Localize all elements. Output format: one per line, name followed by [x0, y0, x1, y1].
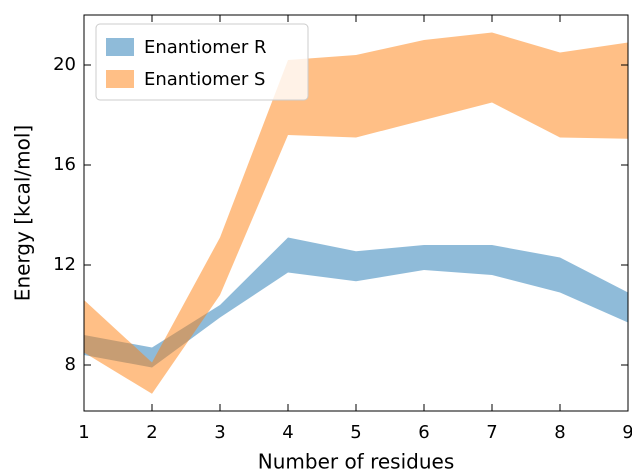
x-tick-label: 3: [214, 422, 225, 443]
legend-frame: [95, 23, 309, 101]
y-tick-label: 12: [53, 254, 76, 275]
legend-swatch: [106, 38, 134, 56]
x-tick-label: 1: [78, 422, 89, 443]
y-tick-label: 16: [53, 154, 76, 175]
y-tick-label: 20: [53, 54, 76, 75]
x-axis-label: Number of residues: [258, 450, 455, 474]
y-axis-label: Energy [kcal/mol]: [11, 125, 35, 301]
legend-label: Enantiomer S: [144, 69, 265, 90]
x-tick-label: 4: [282, 422, 293, 443]
x-tick-label: 7: [486, 422, 497, 443]
y-tick-label: 8: [65, 354, 76, 375]
band: [84, 237, 628, 368]
x-tick-label: 6: [418, 422, 429, 443]
legend-label: Enantiomer R: [144, 37, 267, 58]
band: [84, 32, 628, 394]
x-tick-label: 9: [622, 422, 632, 443]
x-tick-label: 2: [146, 422, 157, 443]
x-tick-label: 5: [350, 422, 361, 443]
legend-swatch: [106, 70, 134, 88]
x-tick-label: 8: [554, 422, 565, 443]
